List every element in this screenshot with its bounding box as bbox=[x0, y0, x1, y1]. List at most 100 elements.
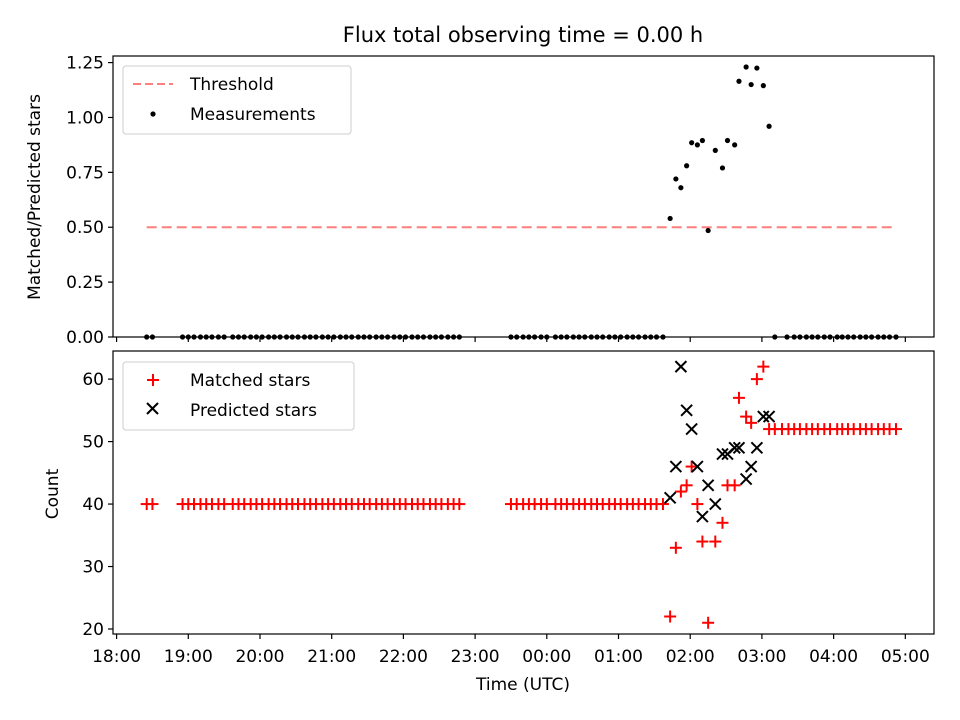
measurement-point bbox=[259, 334, 265, 340]
measurement-point bbox=[221, 334, 227, 340]
measurement-point bbox=[736, 78, 742, 84]
x-tick-label: 21:00 bbox=[307, 647, 356, 667]
matched-star-point bbox=[685, 460, 698, 473]
matched-star-point bbox=[656, 498, 669, 511]
measurement-point bbox=[809, 334, 815, 340]
measurement-point bbox=[295, 334, 301, 340]
measurement-point bbox=[367, 334, 373, 340]
measurement-point bbox=[732, 142, 738, 148]
y-tick-label: 30 bbox=[82, 558, 104, 578]
measurement-point bbox=[886, 334, 893, 340]
y-tick-label: 0.50 bbox=[66, 218, 104, 238]
measurements-series bbox=[144, 64, 899, 340]
measurement-point bbox=[508, 334, 514, 340]
measurement-point bbox=[391, 334, 397, 340]
x-tick-label: 01:00 bbox=[594, 647, 643, 667]
matched-star-point bbox=[728, 479, 741, 492]
measurement-point bbox=[834, 334, 840, 340]
legend-predicted-swatch bbox=[146, 402, 159, 415]
measurement-point bbox=[784, 334, 790, 340]
measurement-point bbox=[415, 334, 421, 340]
y-tick-label: 20 bbox=[82, 620, 104, 640]
bottom-panel: 20 30 40 50 60 18:00 19:00 20:00 21:00 22:00 23:0… bbox=[43, 350, 935, 695]
measurement-point bbox=[277, 334, 283, 340]
measurement-point bbox=[301, 334, 308, 340]
x-axis-label: Time (UTC) bbox=[475, 675, 570, 695]
legend-measurements-swatch bbox=[150, 111, 156, 117]
top-y-axis-label: Matched/Predicted stars bbox=[25, 94, 45, 300]
matched-star-point bbox=[740, 410, 753, 423]
measurement-point bbox=[331, 334, 337, 340]
measurement-point bbox=[724, 137, 731, 144]
measurement-point bbox=[754, 65, 760, 71]
measurement-point bbox=[570, 334, 576, 340]
measurement-point bbox=[241, 334, 247, 340]
matched-star-point bbox=[696, 535, 709, 548]
measurement-point bbox=[456, 334, 462, 340]
measurement-point bbox=[576, 334, 582, 340]
measurement-point bbox=[635, 334, 642, 340]
legend-matched-label: Matched stars bbox=[190, 371, 310, 391]
matched-star-point bbox=[669, 541, 682, 554]
measurement-point bbox=[209, 334, 215, 340]
measurement-point bbox=[797, 334, 803, 340]
measurement-point bbox=[319, 334, 325, 340]
measurement-point bbox=[719, 165, 726, 171]
matched-star-point bbox=[889, 423, 902, 436]
predicted-star-point bbox=[691, 460, 704, 473]
matched-star-point bbox=[702, 616, 715, 629]
top-panel: 0.00 0.25 0.50 0.75 1.00 1.25 Matched/Predict… bbox=[25, 54, 935, 348]
y-tick-label: 0.00 bbox=[66, 328, 104, 348]
bottom-plot-frame bbox=[112, 350, 935, 635]
matched-stars-series bbox=[140, 360, 902, 629]
bottom-legend-box bbox=[122, 361, 355, 431]
top-legend-box bbox=[122, 65, 352, 135]
measurement-point bbox=[815, 334, 821, 340]
predicted-star-point bbox=[701, 479, 715, 492]
top-y-ticks: 0.00 0.25 0.50 0.75 1.00 1.25 bbox=[66, 54, 113, 348]
top-legend: Threshold Measurements bbox=[122, 65, 352, 135]
measurement-point bbox=[289, 334, 295, 340]
measurement-point bbox=[630, 334, 636, 340]
measurement-point bbox=[349, 334, 355, 340]
measurement-point bbox=[253, 334, 260, 340]
matched-star-point bbox=[716, 516, 729, 529]
x-tick-label: 20:00 bbox=[235, 647, 284, 667]
measurement-point bbox=[185, 334, 191, 340]
measurement-point bbox=[235, 334, 242, 340]
measurement-point bbox=[660, 334, 666, 340]
bottom-legend: Matched stars Predicted stars bbox=[122, 361, 355, 431]
measurement-point bbox=[385, 334, 391, 340]
predicted-star-point bbox=[680, 404, 693, 417]
measurement-point bbox=[558, 334, 564, 340]
x-tick-label: 04:00 bbox=[809, 647, 858, 667]
measurement-point bbox=[445, 334, 451, 340]
matched-star-point bbox=[732, 391, 745, 404]
x-tick-label: 18:00 bbox=[92, 647, 141, 667]
measurement-point bbox=[248, 334, 254, 340]
measurement-point bbox=[851, 334, 857, 340]
predicted-star-point bbox=[685, 422, 698, 436]
measurement-point bbox=[839, 334, 845, 340]
predicted-star-point bbox=[709, 497, 722, 511]
measurement-point bbox=[673, 176, 679, 182]
legend-threshold-label: Threshold bbox=[189, 75, 274, 95]
measurement-point bbox=[379, 334, 385, 340]
y-tick-label: 1.00 bbox=[66, 108, 104, 128]
bottom-y-axis-label: Count bbox=[43, 468, 63, 519]
y-tick-label: 0.25 bbox=[66, 273, 104, 293]
legend-predicted-label: Predicted stars bbox=[190, 401, 317, 421]
predicted-star-point bbox=[716, 447, 729, 461]
measurement-point bbox=[427, 334, 433, 340]
measurement-point bbox=[869, 334, 875, 340]
measurement-point bbox=[606, 334, 612, 340]
measurement-point bbox=[191, 334, 197, 340]
x-tick-label: 02:00 bbox=[666, 647, 715, 667]
measurement-point bbox=[203, 334, 209, 340]
y-tick-label: 50 bbox=[82, 433, 104, 453]
measurement-point bbox=[313, 334, 319, 340]
measurement-point bbox=[845, 334, 851, 340]
y-tick-label: 40 bbox=[82, 495, 104, 515]
x-tick-label: 00:00 bbox=[522, 647, 571, 667]
